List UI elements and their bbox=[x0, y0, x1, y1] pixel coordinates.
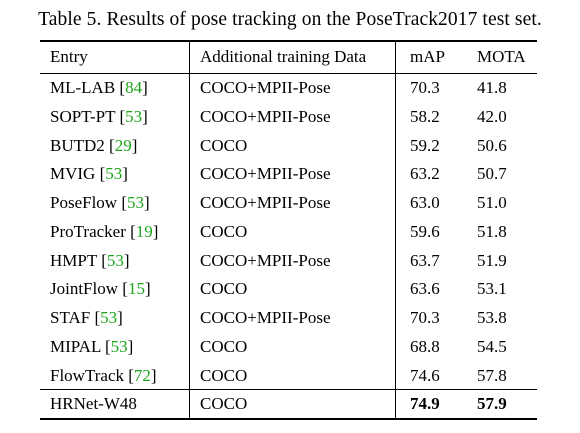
entry-name: MIPAL bbox=[50, 336, 101, 356]
citation-link[interactable]: 53 bbox=[100, 308, 118, 327]
entry-map: 63.7 bbox=[410, 250, 440, 270]
entry-data: COCO bbox=[200, 135, 248, 155]
entry-cell: ProTracker [19] bbox=[50, 221, 159, 241]
entry-mota: 50.7 bbox=[477, 164, 507, 184]
table-row: BUTD2 [29] COCO 59.2 50.6 bbox=[40, 131, 537, 161]
entry-map: 59.6 bbox=[410, 221, 440, 241]
entry-name: HMPT bbox=[50, 250, 97, 270]
entry-map: 74.6 bbox=[410, 365, 440, 385]
entry-cell: STAF [53] bbox=[50, 308, 123, 327]
entry-mota: 53.8 bbox=[477, 308, 507, 327]
entry-data: COCO+MPII-Pose bbox=[200, 164, 331, 184]
table-caption: Table 5. Results of pose tracking on the… bbox=[38, 9, 542, 30]
top-rule bbox=[40, 40, 537, 42]
entry-cell: FlowTrack [72] bbox=[50, 365, 157, 385]
table-row: STAF [53] COCO+MPII-Pose 70.3 53.8 bbox=[40, 303, 537, 333]
entry-name: HRNet-W48 bbox=[50, 394, 137, 413]
entry-cell: HMPT [53] bbox=[50, 250, 130, 270]
entry-data: COCO bbox=[200, 365, 248, 385]
citation-link[interactable]: 53 bbox=[125, 106, 143, 126]
entry-map: 70.3 bbox=[410, 308, 440, 327]
table-header: Entry Additional training Data mAP MOTA bbox=[40, 42, 537, 72]
citation-link[interactable]: 84 bbox=[125, 78, 143, 97]
entry-name: FlowTrack bbox=[50, 365, 124, 385]
entry-map: 70.3 bbox=[410, 78, 440, 97]
entry-mota: 51.8 bbox=[477, 221, 507, 241]
citation-link[interactable]: 53 bbox=[106, 250, 124, 270]
entry-mota: 51.9 bbox=[477, 250, 507, 270]
column-divider-entry bbox=[189, 40, 190, 420]
table-row: PoseFlow [53] COCO+MPII-Pose 63.0 51.0 bbox=[40, 188, 537, 218]
citation-link[interactable]: 15 bbox=[127, 279, 145, 299]
entry-data: COCO+MPII-Pose bbox=[200, 308, 331, 327]
entry-map: 63.6 bbox=[410, 279, 440, 299]
entry-name: SOPT-PT bbox=[50, 106, 116, 126]
table-row: SOPT-PT [53] COCO+MPII-Pose 58.2 42.0 bbox=[40, 102, 537, 132]
entry-name: PoseFlow bbox=[50, 193, 118, 212]
citation-link[interactable]: 53 bbox=[110, 336, 128, 356]
table-row: ProTracker [19] COCO 59.6 51.8 bbox=[40, 217, 537, 247]
entry-cell: ML-LAB [84] bbox=[50, 78, 148, 97]
entry-data: COCO+MPII-Pose bbox=[200, 250, 331, 270]
header-rule bbox=[40, 73, 537, 74]
table-row: ML-LAB [84] COCO+MPII-Pose 70.3 41.8 bbox=[40, 73, 537, 103]
entry-name: JointFlow bbox=[50, 279, 119, 299]
entry-data: COCO+MPII-Pose bbox=[200, 193, 331, 212]
entry-data: COCO+MPII-Pose bbox=[200, 78, 331, 97]
citation-link[interactable]: 53 bbox=[127, 193, 144, 212]
entry-mota: 50.6 bbox=[477, 135, 507, 155]
entry-name: ProTracker bbox=[50, 221, 126, 241]
entry-map: 74.9 bbox=[410, 394, 440, 413]
entry-name: ML-LAB bbox=[50, 78, 116, 97]
entry-data: COCO+MPII-Pose bbox=[200, 106, 331, 126]
table-row: FlowTrack [72] COCO 74.6 57.8 bbox=[40, 361, 537, 391]
entry-cell: MVIG [53] bbox=[50, 164, 128, 184]
separator-rule bbox=[40, 389, 537, 390]
entry-map: 59.2 bbox=[410, 135, 440, 155]
table-row-final: HRNet-W48 COCO 74.9 57.9 bbox=[40, 389, 537, 419]
entry-map: 68.8 bbox=[410, 336, 440, 356]
entry-map: 63.0 bbox=[410, 193, 440, 212]
table-row: JointFlow [15] COCO 63.6 53.1 bbox=[40, 274, 537, 304]
entry-mota: 57.8 bbox=[477, 365, 507, 385]
entry-mota: 53.1 bbox=[477, 279, 507, 299]
entry-data: COCO bbox=[200, 394, 248, 413]
header-map: mAP bbox=[410, 47, 445, 66]
entry-name: BUTD2 bbox=[50, 135, 105, 155]
table-row: MVIG [53] COCO+MPII-Pose 63.2 50.7 bbox=[40, 159, 537, 189]
header-entry: Entry bbox=[50, 47, 88, 66]
citation-link[interactable]: 19 bbox=[135, 221, 153, 241]
citation-link[interactable]: 29 bbox=[114, 135, 132, 155]
entry-map: 63.2 bbox=[410, 164, 440, 184]
entry-mota: 51.0 bbox=[477, 193, 507, 212]
bottom-rule bbox=[40, 418, 537, 420]
header-additional-data: Additional training Data bbox=[200, 47, 367, 66]
column-divider-data bbox=[395, 40, 396, 420]
entry-data: COCO bbox=[200, 221, 248, 241]
entry-cell: BUTD2 [29] bbox=[50, 135, 138, 155]
table-row: MIPAL [53] COCO 68.8 54.5 bbox=[40, 332, 537, 362]
entry-cell: PoseFlow [53] bbox=[50, 193, 150, 212]
entry-cell: MIPAL [53] bbox=[50, 336, 134, 356]
entry-cell: SOPT-PT [53] bbox=[50, 106, 148, 126]
citation-link[interactable]: 53 bbox=[105, 164, 123, 184]
entry-name: MVIG bbox=[50, 164, 96, 184]
entry-mota: 41.8 bbox=[477, 78, 507, 97]
header-mota: MOTA bbox=[477, 47, 526, 66]
entry-data: COCO bbox=[200, 279, 248, 299]
entry-cell: JointFlow [15] bbox=[50, 279, 151, 299]
entry-mota: 42.0 bbox=[477, 106, 507, 126]
entry-name: STAF bbox=[50, 308, 91, 327]
entry-map: 58.2 bbox=[410, 106, 440, 126]
entry-mota: 54.5 bbox=[477, 336, 507, 356]
entry-data: COCO bbox=[200, 336, 248, 356]
entry-mota: 57.9 bbox=[477, 394, 507, 413]
citation-link[interactable]: 72 bbox=[133, 365, 151, 385]
table-row: HMPT [53] COCO+MPII-Pose 63.7 51.9 bbox=[40, 246, 537, 276]
